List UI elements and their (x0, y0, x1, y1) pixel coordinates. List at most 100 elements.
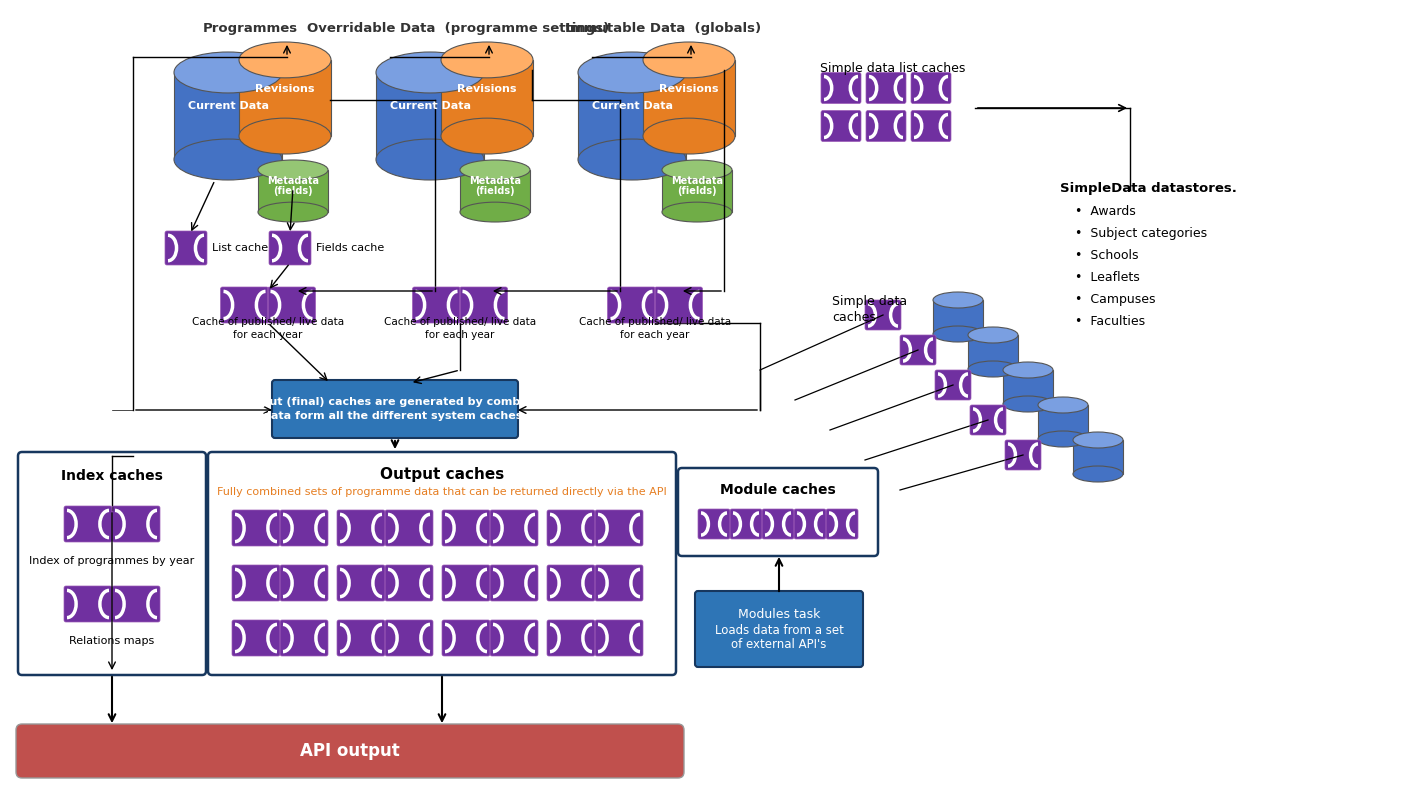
Ellipse shape (376, 52, 485, 93)
Text: Fully combined sets of programme data that can be returned directly via the API: Fully combined sets of programme data th… (218, 487, 667, 497)
FancyBboxPatch shape (268, 231, 311, 265)
FancyBboxPatch shape (232, 565, 280, 601)
FancyBboxPatch shape (267, 287, 315, 323)
FancyBboxPatch shape (64, 586, 112, 622)
Ellipse shape (174, 139, 283, 180)
FancyBboxPatch shape (208, 452, 675, 675)
Polygon shape (578, 72, 685, 159)
Polygon shape (1039, 405, 1088, 439)
Text: •  Campuses: • Campuses (1075, 293, 1156, 306)
Text: Relations maps: Relations maps (69, 636, 154, 646)
Text: data form all the different system caches.: data form all the different system cache… (263, 411, 527, 421)
Text: Metadata: Metadata (267, 176, 319, 186)
FancyBboxPatch shape (794, 509, 827, 539)
FancyBboxPatch shape (654, 287, 702, 323)
Text: •  Schools: • Schools (1075, 249, 1139, 262)
Polygon shape (1003, 370, 1053, 404)
FancyBboxPatch shape (866, 72, 906, 103)
Ellipse shape (643, 42, 735, 78)
Text: Current Data: Current Data (592, 101, 673, 111)
Polygon shape (376, 72, 485, 159)
Text: Revisions: Revisions (256, 84, 315, 94)
FancyBboxPatch shape (1005, 440, 1041, 470)
FancyBboxPatch shape (969, 405, 1006, 435)
FancyBboxPatch shape (821, 72, 861, 103)
Text: API output: API output (300, 742, 400, 760)
FancyBboxPatch shape (547, 620, 595, 656)
Text: Programmes: Programmes (202, 22, 298, 35)
FancyBboxPatch shape (442, 620, 490, 656)
FancyBboxPatch shape (490, 565, 538, 601)
Text: Metadata: Metadata (469, 176, 521, 186)
FancyBboxPatch shape (911, 111, 951, 142)
Ellipse shape (578, 139, 685, 180)
Ellipse shape (1039, 431, 1088, 447)
Text: caches: caches (832, 311, 876, 324)
Ellipse shape (1003, 396, 1053, 412)
FancyBboxPatch shape (220, 287, 268, 323)
Polygon shape (663, 170, 732, 212)
Text: Cache of published/ live data: Cache of published/ live data (384, 317, 536, 327)
Text: SimpleData datastores.: SimpleData datastores. (1060, 182, 1236, 195)
FancyBboxPatch shape (112, 586, 160, 622)
FancyBboxPatch shape (698, 509, 731, 539)
Ellipse shape (1039, 397, 1088, 413)
Ellipse shape (933, 326, 983, 342)
Ellipse shape (663, 160, 732, 180)
FancyBboxPatch shape (490, 510, 538, 546)
FancyBboxPatch shape (271, 380, 519, 438)
Ellipse shape (461, 160, 530, 180)
FancyBboxPatch shape (384, 620, 432, 656)
FancyBboxPatch shape (900, 335, 935, 365)
FancyBboxPatch shape (336, 620, 384, 656)
Ellipse shape (376, 139, 485, 180)
Text: (fields): (fields) (677, 186, 716, 196)
FancyBboxPatch shape (595, 510, 643, 546)
FancyBboxPatch shape (911, 72, 951, 103)
FancyBboxPatch shape (280, 510, 328, 546)
FancyBboxPatch shape (490, 620, 538, 656)
FancyBboxPatch shape (547, 510, 595, 546)
Text: (fields): (fields) (475, 186, 514, 196)
Text: Index caches: Index caches (61, 469, 162, 483)
Text: Revisions: Revisions (458, 84, 517, 94)
FancyBboxPatch shape (112, 506, 160, 542)
FancyBboxPatch shape (935, 370, 971, 400)
FancyBboxPatch shape (232, 620, 280, 656)
Ellipse shape (1072, 466, 1123, 482)
FancyBboxPatch shape (695, 591, 863, 667)
Ellipse shape (933, 292, 983, 308)
Polygon shape (968, 335, 1017, 369)
Text: Loads data from a set: Loads data from a set (715, 625, 844, 638)
FancyBboxPatch shape (64, 506, 112, 542)
Ellipse shape (578, 52, 685, 93)
Ellipse shape (1072, 432, 1123, 448)
Ellipse shape (643, 118, 735, 154)
Ellipse shape (663, 202, 732, 222)
Text: Output caches: Output caches (380, 466, 504, 482)
Text: Simple data: Simple data (832, 295, 907, 308)
Text: for each year: for each year (233, 330, 302, 340)
FancyBboxPatch shape (866, 111, 906, 142)
FancyBboxPatch shape (384, 565, 432, 601)
Text: Current Data: Current Data (188, 101, 268, 111)
Text: Cache of published/ live data: Cache of published/ live data (192, 317, 343, 327)
Text: Immutable Data  (globals): Immutable Data (globals) (565, 22, 762, 35)
Text: Overridable Data  (programme settings): Overridable Data (programme settings) (307, 22, 609, 35)
Polygon shape (1072, 440, 1123, 474)
Polygon shape (461, 170, 530, 212)
Text: Fields cache: Fields cache (317, 243, 384, 253)
Ellipse shape (1003, 362, 1053, 378)
FancyBboxPatch shape (827, 509, 858, 539)
Text: for each year: for each year (425, 330, 495, 340)
Ellipse shape (461, 202, 530, 222)
Text: •  Leaflets: • Leaflets (1075, 271, 1140, 284)
FancyBboxPatch shape (762, 509, 794, 539)
Text: •  Awards: • Awards (1075, 205, 1136, 218)
FancyBboxPatch shape (16, 724, 684, 778)
Polygon shape (643, 60, 735, 136)
Text: Simple data list caches: Simple data list caches (820, 62, 965, 75)
Polygon shape (174, 72, 283, 159)
FancyBboxPatch shape (384, 510, 432, 546)
Ellipse shape (239, 118, 331, 154)
